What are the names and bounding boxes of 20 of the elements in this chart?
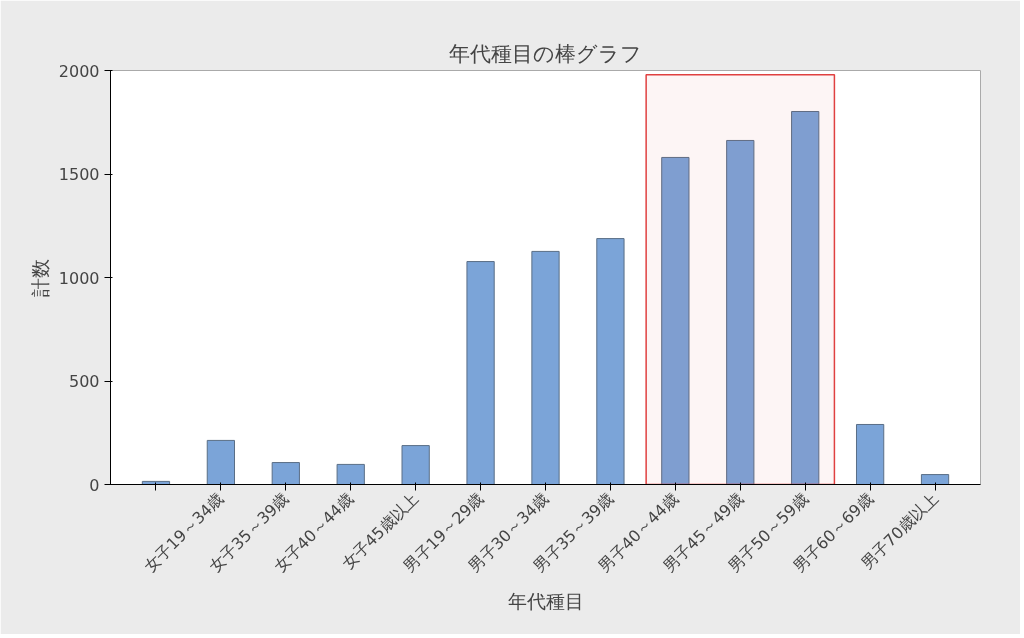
- chart-title: 年代種目の棒グラフ: [449, 40, 642, 66]
- bar: [726, 139, 755, 485]
- y-tick-label: 1500: [58, 165, 100, 184]
- y-tick-label: 1000: [58, 268, 100, 288]
- bar: [466, 261, 495, 485]
- bar: [920, 474, 950, 485]
- bar: [336, 463, 365, 485]
- bar: [661, 156, 690, 485]
- y-tick-label: 500: [68, 372, 100, 391]
- bar: [401, 445, 430, 485]
- y-tick-label: 2000: [58, 61, 100, 81]
- x-axis-title: 年代種目: [507, 590, 584, 612]
- bar: [855, 423, 885, 485]
- bar: [271, 462, 300, 485]
- bar: [206, 439, 236, 485]
- y-axis-title: 計数: [29, 258, 51, 297]
- y-tick-label: 0: [89, 475, 100, 495]
- bar: [791, 110, 820, 485]
- bar: [596, 238, 625, 485]
- bar: [531, 250, 560, 485]
